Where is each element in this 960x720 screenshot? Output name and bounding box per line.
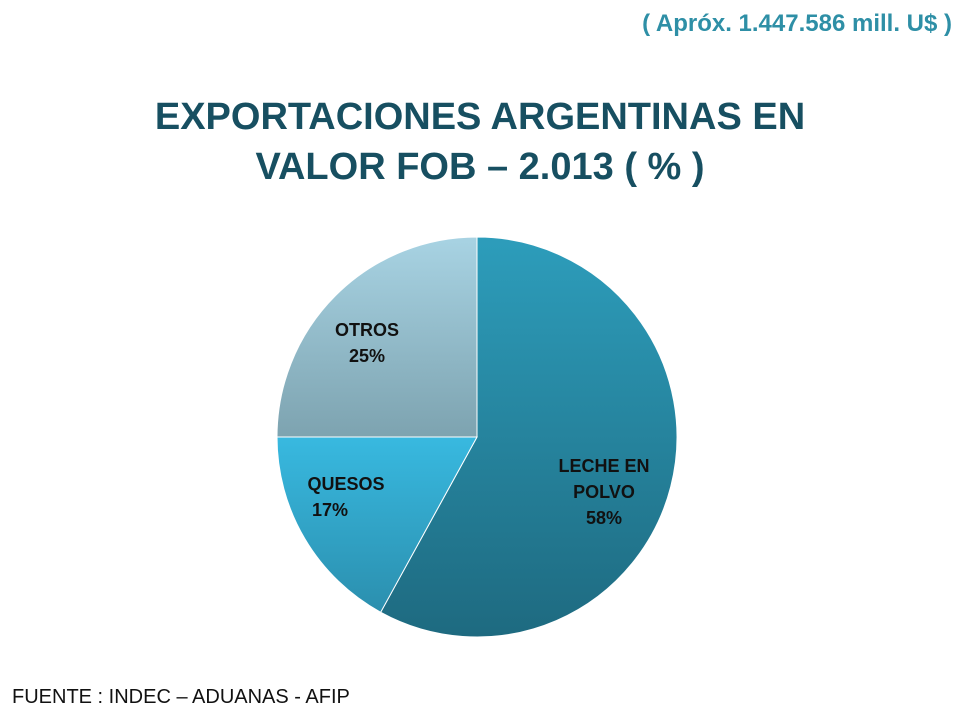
chart-title: EXPORTACIONES ARGENTINAS EN VALOR FOB – … [0,92,960,192]
slice-label-leche-en-polvo: LECHE EN POLVO 58% [558,456,649,528]
total-value-note: ( Apróx. 1.447.586 mill. U$ ) [642,10,952,37]
pie-slice-otros [276,236,478,438]
chart-title-line-1: EXPORTACIONES ARGENTINAS EN [154,96,806,138]
slice-label-quesos: QUESOS 17% [307,474,384,520]
chart-title-line-2: VALOR FOB – 2.013 ( % ) [255,146,705,188]
pie-slice-quesos [276,436,478,613]
pie-slice-leche-en-polvo [379,236,678,638]
slice-label-otros: OTROS 25% [335,320,399,366]
source-note: FUENTE : INDEC – ADUANAS - AFIP [12,686,350,708]
